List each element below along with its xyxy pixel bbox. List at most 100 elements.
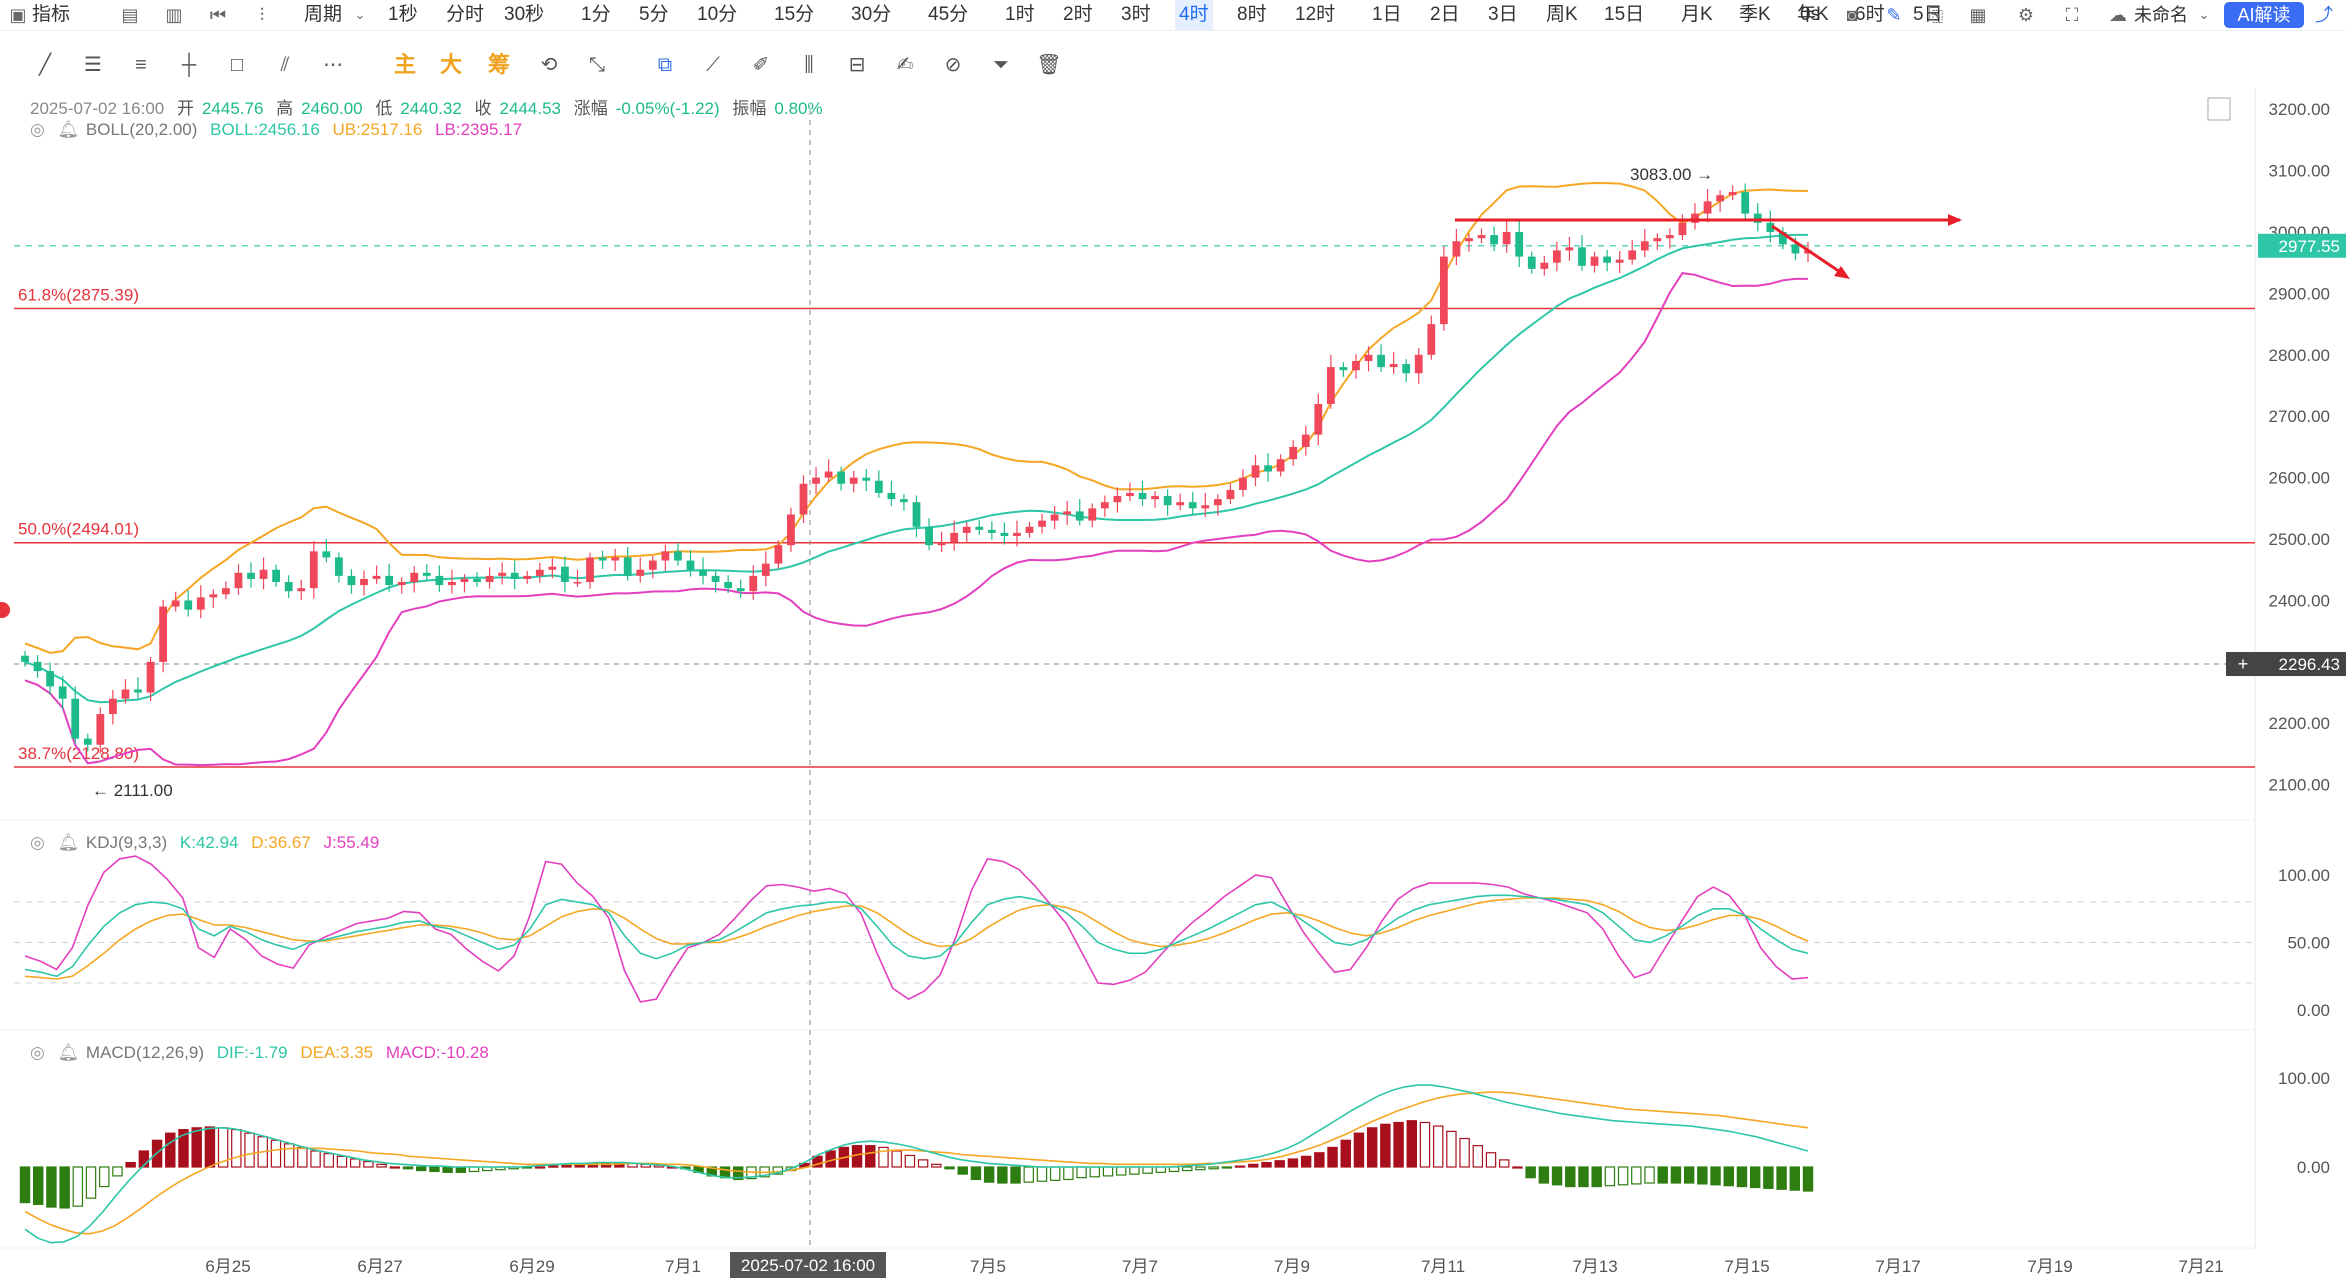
bell-icon[interactable]: 🔔︎: [57, 1043, 80, 1062]
eye-icon[interactable]: ◎: [30, 120, 45, 139]
filter-icon[interactable]: ⏷: [993, 54, 1009, 76]
period-item[interactable]: 分时: [446, 4, 485, 25]
kdj-tick-label: 100.00: [2278, 866, 2330, 885]
macd-histogram-bar: [1419, 1121, 1431, 1168]
period-item[interactable]: 45分: [928, 4, 969, 25]
period-item[interactable]: 30秒: [504, 4, 545, 25]
candle-body: [724, 582, 733, 589]
brush-icon[interactable]: ✐: [752, 54, 770, 76]
period-item[interactable]: 周K: [1546, 4, 1578, 25]
share-icon[interactable]: ⤴: [2315, 5, 2333, 25]
big-tool[interactable]: 大: [439, 52, 462, 77]
indicator-icon[interactable]: ▣: [9, 5, 27, 25]
candle-body: [209, 594, 218, 598]
macd-histogram-bar: [917, 1159, 929, 1168]
calendar-icon[interactable]: ▤: [121, 5, 139, 25]
macd-histogram-bar: [812, 1155, 823, 1168]
layout-name[interactable]: 未命名: [2134, 5, 2188, 25]
macd-histogram-bar: [244, 1132, 255, 1168]
macd-histogram-bar: [561, 1164, 572, 1168]
candle-type-icon[interactable]: ⫶: [259, 5, 265, 25]
candle-body: [535, 569, 544, 576]
magnet-icon[interactable]: ⟲: [540, 54, 558, 76]
save-icon[interactable]: ▦: [1969, 5, 1987, 25]
period-item[interactable]: 15日: [1604, 4, 1645, 25]
candle-body: [1389, 364, 1398, 368]
price-tick-label: 2300.00: [2269, 653, 2330, 672]
period-item[interactable]: 15分: [774, 4, 815, 25]
macd-histogram-bar: [1499, 1159, 1510, 1168]
eye-icon[interactable]: ◎: [30, 1043, 45, 1062]
cloud-icon[interactable]: ☁: [2109, 5, 2127, 25]
macd-name[interactable]: MACD(12,26,9): [85, 1043, 205, 1062]
period-item[interactable]: 6时: [1855, 4, 1885, 25]
pen-icon[interactable]: ✎: [1886, 5, 1902, 25]
period-item[interactable]: 1秒: [388, 4, 418, 25]
copy-icon[interactable]: ⧉: [657, 54, 673, 76]
period-dropdown[interactable]: 周期: [304, 4, 343, 25]
measure-icon[interactable]: ⤡: [589, 54, 605, 76]
ruler-icon[interactable]: ⟋: [706, 54, 720, 76]
kdj-name[interactable]: KDJ(9,3,3): [85, 833, 168, 852]
note-icon[interactable]: ✍: [896, 54, 914, 76]
indicator-button[interactable]: 指标: [32, 4, 71, 25]
settings-icon[interactable]: ⚙: [2017, 5, 2035, 25]
line-tool-icon[interactable]: ╱: [38, 54, 52, 76]
channel-icon[interactable]: ≡: [135, 54, 147, 76]
candle-body: [473, 578, 481, 583]
chevron-down-icon[interactable]: ⌄: [2198, 7, 2210, 22]
period-item[interactable]: 季K: [1739, 4, 1771, 25]
bell-icon[interactable]: 🔔︎: [57, 120, 80, 139]
parallel-lines-icon[interactable]: ☰: [84, 54, 102, 76]
rectangle-icon[interactable]: □: [230, 54, 244, 76]
eye-icon[interactable]: ◎: [30, 833, 45, 852]
period-item[interactable]: 5分: [639, 4, 669, 25]
period-item[interactable]: 30分: [851, 4, 892, 25]
resistance-arrow-head: [1948, 214, 1962, 226]
period-item[interactable]: 2时: [1063, 4, 1093, 25]
layout-icon[interactable]: ▥: [165, 5, 183, 25]
period-item[interactable]: 12时: [1295, 4, 1336, 25]
delete-icon[interactable]: 🗑: [1036, 54, 1062, 76]
period-item[interactable]: 8时: [1237, 4, 1267, 25]
bell-icon[interactable]: 🔔︎: [57, 833, 80, 852]
boll-name[interactable]: BOLL(20,2.00): [85, 120, 198, 139]
candle-body: [360, 578, 368, 586]
period-item[interactable]: 1时: [1005, 4, 1035, 25]
link-icon[interactable]: ⊘: [944, 54, 962, 76]
candle-body: [1213, 499, 1222, 506]
horizontal-line-icon[interactable]: ┼: [181, 54, 197, 76]
macd-histogram-bar: [693, 1166, 704, 1173]
export-icon[interactable]: ⎘: [1928, 5, 1944, 25]
main-tool[interactable]: 主: [393, 52, 416, 77]
camera-icon[interactable]: ◙: [1846, 5, 1858, 25]
ai-analysis-button[interactable]: AI解读: [2224, 2, 2304, 28]
rewind-icon[interactable]: ⏮: [209, 5, 227, 25]
candle-body: [1226, 489, 1235, 500]
macd-histogram-bar: [59, 1166, 70, 1209]
fullscreen-icon[interactable]: ⛶: [2065, 5, 2079, 25]
lock-icon[interactable]: ⊟: [848, 54, 866, 76]
time-axis-label: 7月9: [1274, 1257, 1310, 1276]
chip-tool[interactable]: 筹: [487, 52, 510, 77]
more-icon[interactable]: ⋯: [323, 54, 343, 76]
chevron-down-icon[interactable]: ⌄: [354, 7, 366, 22]
period-item[interactable]: 3日: [1488, 4, 1518, 25]
period-item[interactable]: 月K: [1681, 4, 1713, 25]
period-item[interactable]: 5日: [1913, 4, 1943, 25]
fibonacci-icon[interactable]: ⫽: [280, 54, 290, 76]
macd-histogram-bar: [151, 1139, 163, 1168]
period-item[interactable]: 年K: [1797, 4, 1829, 25]
period-item[interactable]: 4时: [1175, 0, 1213, 30]
macd-histogram-bar: [270, 1139, 282, 1168]
period-item[interactable]: 2日: [1430, 4, 1460, 25]
candle-body: [372, 575, 381, 579]
period-item[interactable]: 1日: [1372, 4, 1402, 25]
macd-histogram-bar: [891, 1150, 902, 1168]
bars-icon[interactable]: ⫼: [804, 54, 814, 76]
period-item[interactable]: 10分: [697, 4, 738, 25]
period-item[interactable]: 3时: [1121, 4, 1151, 25]
period-item[interactable]: 1分: [581, 4, 611, 25]
macd-tick-label: 0.00: [2297, 1158, 2330, 1177]
